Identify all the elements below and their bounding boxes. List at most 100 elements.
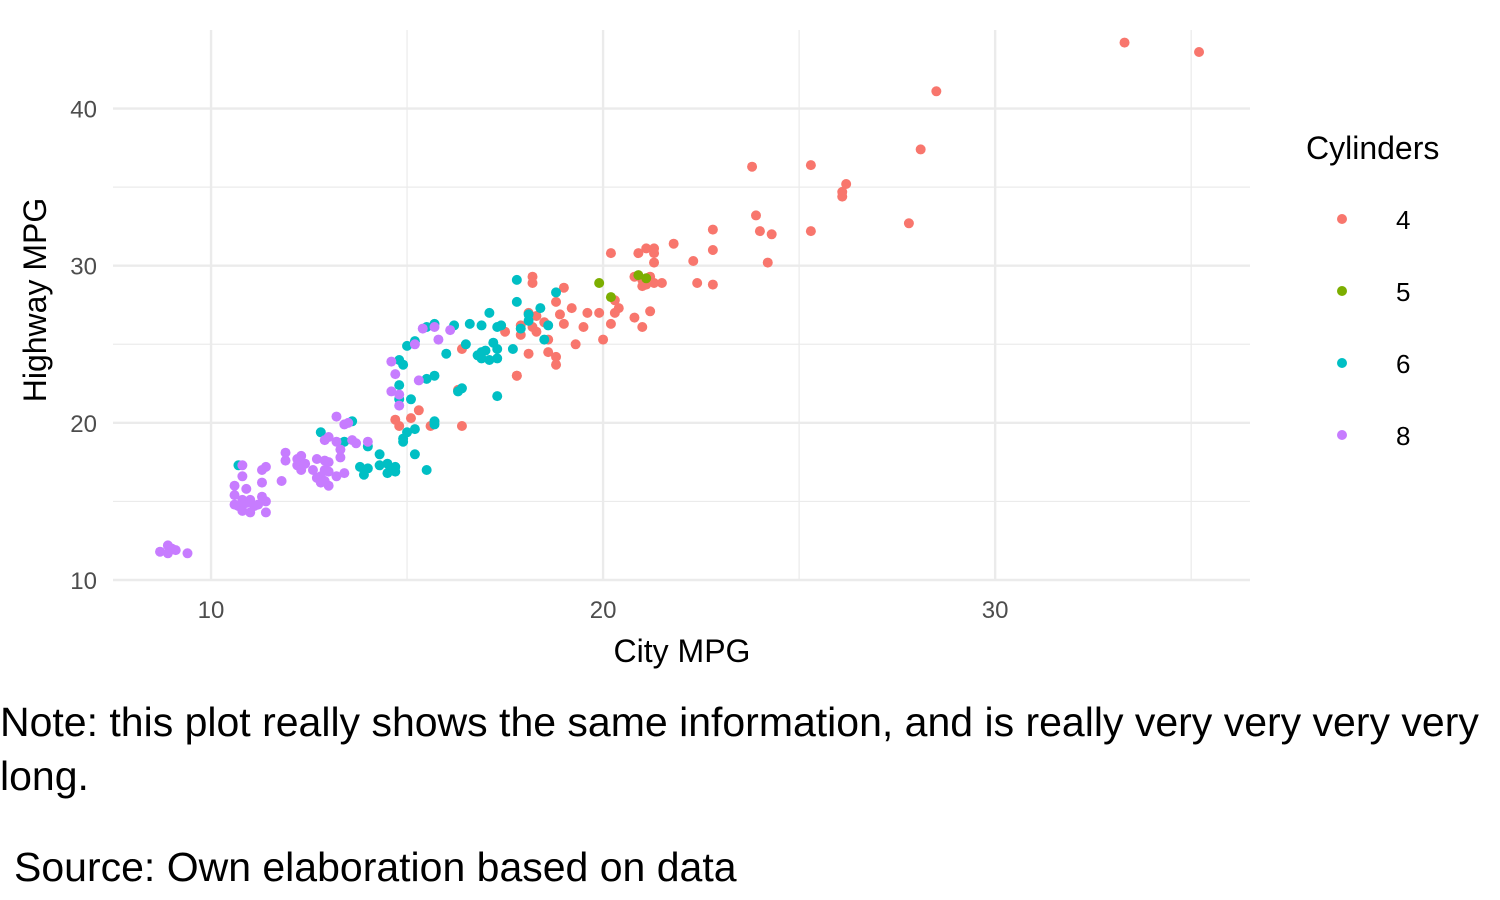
data-point	[707, 279, 718, 290]
data-point	[594, 278, 605, 288]
data-point	[409, 424, 420, 435]
data-point	[280, 447, 291, 458]
caption-source: Source: Own elaboration based on data	[14, 844, 737, 890]
data-point	[750, 210, 761, 221]
data-point	[241, 498, 252, 508]
data-point	[492, 391, 503, 402]
data-point	[307, 465, 318, 475]
legend-label: 8	[1396, 421, 1410, 451]
data-point	[405, 394, 416, 405]
data-point	[511, 370, 522, 381]
data-point	[903, 218, 914, 229]
data-point	[915, 144, 926, 155]
data-point	[229, 490, 240, 501]
data-point	[162, 540, 173, 551]
data-point	[531, 326, 542, 337]
legend-key	[1337, 430, 1347, 440]
data-point	[280, 455, 291, 466]
data-point	[413, 405, 424, 416]
data-point	[402, 340, 413, 351]
data-point	[323, 466, 334, 477]
data-point	[433, 334, 444, 345]
data-point	[323, 480, 334, 491]
data-point	[241, 483, 252, 494]
data-point	[358, 469, 369, 480]
data-point	[747, 161, 758, 172]
data-point	[605, 248, 616, 259]
data-point	[374, 449, 385, 460]
data-point	[554, 309, 565, 320]
data-point	[417, 323, 428, 334]
data-point	[484, 307, 495, 318]
data-point	[398, 436, 409, 447]
data-point	[405, 413, 416, 424]
data-point	[531, 311, 542, 321]
x-tick-label: 20	[590, 597, 617, 624]
data-point	[421, 465, 432, 475]
data-point	[441, 348, 452, 359]
data-point	[535, 303, 546, 314]
data-point	[476, 347, 487, 358]
data-point	[390, 414, 401, 425]
data-point	[382, 468, 393, 479]
data-point	[570, 339, 581, 350]
data-point	[386, 356, 397, 367]
data-point	[598, 334, 609, 345]
data-point	[394, 400, 405, 411]
data-point	[339, 468, 350, 479]
data-point	[237, 471, 248, 482]
y-tick-label: 40	[70, 97, 97, 124]
data-point	[551, 287, 562, 298]
data-point	[633, 248, 644, 259]
data-point	[594, 307, 605, 318]
data-point	[456, 421, 467, 431]
data-point	[390, 466, 401, 477]
data-point	[566, 303, 577, 314]
data-point	[335, 444, 346, 455]
x-axis-title: City MPG	[614, 633, 751, 669]
data-point	[170, 545, 181, 556]
y-axis-title: Highway MPG	[17, 198, 53, 403]
data-point	[484, 355, 495, 365]
data-point	[476, 320, 487, 331]
data-point	[492, 322, 503, 332]
data-point	[656, 278, 667, 288]
data-point	[492, 353, 503, 364]
legend-key	[1337, 286, 1347, 296]
data-point	[331, 471, 342, 482]
data-point	[629, 312, 640, 323]
data-point	[754, 226, 765, 237]
data-point	[229, 499, 240, 510]
data-point	[527, 278, 538, 288]
data-point	[649, 248, 660, 259]
data-point	[343, 417, 354, 428]
data-point	[511, 274, 522, 285]
grid-minor-lines	[113, 30, 1250, 580]
data-point	[551, 351, 562, 362]
data-point	[409, 449, 420, 460]
data-point	[456, 383, 467, 394]
data-point	[296, 450, 307, 461]
data-point	[523, 348, 534, 359]
data-point	[805, 160, 816, 171]
data-point	[413, 375, 424, 386]
data-point	[637, 322, 648, 332]
data-point	[429, 419, 440, 430]
data-point	[319, 435, 330, 446]
x-tick-label: 30	[982, 597, 1009, 624]
data-point	[351, 438, 362, 449]
data-point	[339, 436, 350, 447]
caption-note: Note: this plot really shows the same in…	[0, 699, 1479, 799]
data-point	[578, 322, 589, 332]
data-point	[805, 226, 816, 237]
data-point	[841, 179, 852, 189]
data-point	[605, 292, 616, 303]
data-point	[311, 454, 322, 464]
data-point	[492, 344, 503, 354]
data-point	[362, 436, 373, 447]
data-point	[515, 323, 526, 334]
data-point	[633, 270, 644, 281]
data-point	[539, 334, 550, 345]
data-point	[649, 278, 660, 288]
data-point	[319, 455, 330, 466]
